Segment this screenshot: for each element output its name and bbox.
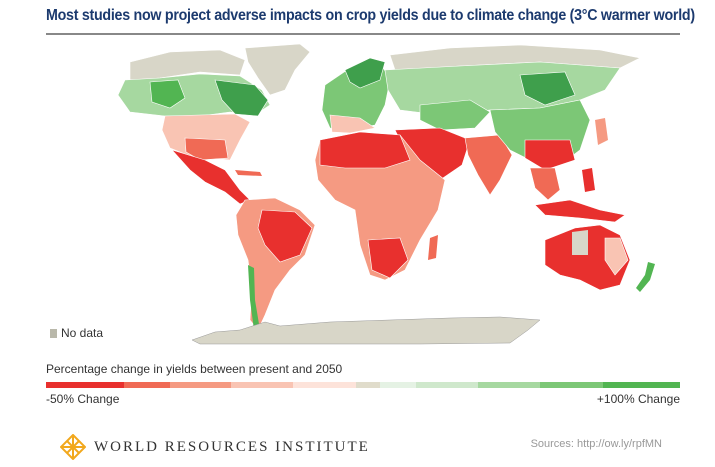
wri-logo-icon	[60, 434, 86, 460]
no-data-label: No data	[61, 326, 104, 340]
color-scale-bar	[46, 382, 680, 388]
scale-segment	[124, 382, 170, 388]
region-chile	[248, 265, 260, 330]
region-central-asia	[419, 99, 491, 131]
scale-segment	[231, 382, 293, 388]
region-se-asia	[529, 167, 561, 201]
scale-segment	[46, 382, 124, 388]
region-greenland	[244, 43, 311, 96]
scale-segment	[416, 382, 478, 388]
wri-logo: WORLD RESOURCES INSTITUTE	[60, 434, 370, 460]
legend-min-label: -50% Change	[46, 392, 120, 406]
map-title: Most studies now project adverse impacts…	[46, 7, 695, 24]
organization-name: WORLD RESOURCES INSTITUTE	[94, 438, 370, 455]
region-japan	[595, 118, 608, 145]
scale-segment	[540, 382, 603, 388]
region-antarctica	[191, 316, 541, 345]
region-indonesia	[534, 199, 626, 223]
region-madagascar	[428, 235, 438, 260]
legend-max-label: +100% Change	[596, 392, 680, 406]
region-australia-east	[604, 237, 629, 276]
scale-segment	[356, 382, 380, 388]
region-brazil	[257, 209, 313, 263]
title-divider	[46, 33, 680, 35]
scale-segment	[293, 382, 356, 388]
sources-link[interactable]: Sources: http://ow.ly/rpfMN	[530, 438, 662, 450]
region-canada-west	[149, 79, 186, 109]
no-data-swatch	[50, 328, 57, 338]
region-europe-south	[329, 114, 376, 134]
region-russia-east	[519, 71, 576, 106]
scale-segment	[478, 382, 540, 388]
scale-segment	[170, 382, 231, 388]
region-africa	[314, 131, 446, 281]
scale-segment	[603, 382, 680, 388]
legend-title: Percentage change in yields between pres…	[46, 362, 343, 376]
scale-segment	[380, 382, 416, 388]
region-scandinavia	[344, 57, 386, 89]
region-australia-center	[572, 230, 588, 255]
region-usa-south	[184, 137, 229, 161]
region-new-zealand	[636, 262, 655, 292]
region-usa	[161, 113, 251, 161]
region-caribbean	[235, 170, 262, 176]
region-philippines	[582, 168, 595, 192]
region-north-africa	[319, 131, 411, 169]
region-china-south	[524, 139, 576, 171]
no-data-legend: No data	[50, 326, 103, 340]
region-southern-africa	[367, 237, 409, 279]
region-canada-east	[214, 79, 269, 117]
